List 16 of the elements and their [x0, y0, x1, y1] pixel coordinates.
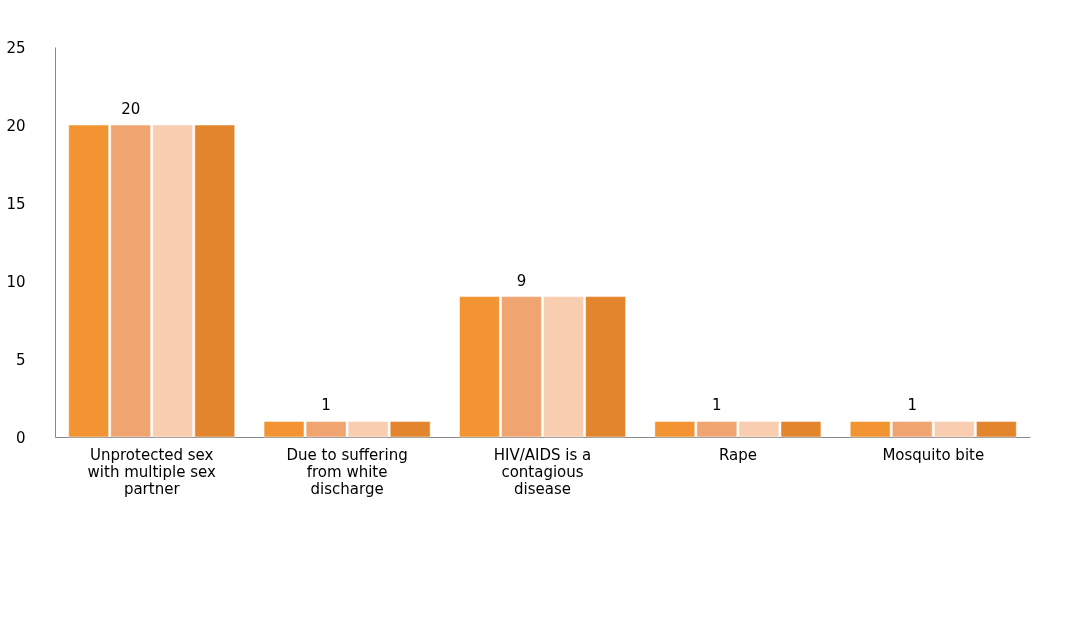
y-tick-label: 15 — [6, 194, 26, 213]
y-tick-label: 0 — [15, 428, 26, 447]
y-tick-label: 5 — [15, 350, 26, 369]
data-label: 9 — [516, 271, 527, 290]
y-tick-label: 20 — [6, 116, 26, 135]
x-tick-label: Mosquito bite — [882, 445, 985, 464]
y-tick-label: 10 — [6, 272, 26, 291]
y-tick-label: 25 — [6, 38, 26, 57]
data-label: 1 — [321, 396, 331, 415]
x-tick-label: Unprotected sex with multiple sex partner — [87, 445, 216, 498]
data-label: 20 — [121, 100, 141, 118]
x-tick-label: HIV/AIDS is a contagious disease — [493, 445, 592, 498]
data-label: 1 — [907, 396, 918, 415]
x-tick-label: Due to suffering from white discharge — [286, 445, 408, 498]
x-tick-label: Rape — [718, 445, 757, 464]
data-label: 1 — [712, 396, 722, 415]
